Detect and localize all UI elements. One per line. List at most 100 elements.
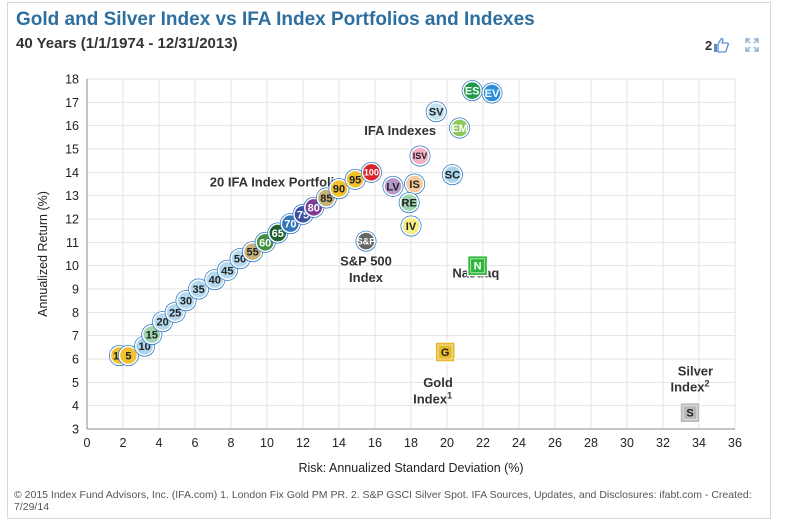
y-tick-label: 14 xyxy=(65,166,79,180)
y-tick-label: 13 xyxy=(65,189,79,203)
data-point-label: 90 xyxy=(333,184,345,196)
x-tick-label: 26 xyxy=(548,436,562,450)
data-point-label: IS xyxy=(409,179,419,191)
x-tick-label: 30 xyxy=(620,436,634,450)
data-point-marker xyxy=(434,341,456,363)
data-point-marker xyxy=(399,192,419,213)
annotation-label: S&P 500 xyxy=(340,254,392,269)
data-point-iv: IV xyxy=(400,215,422,237)
data-point-marker xyxy=(188,279,209,299)
y-tick-label: 5 xyxy=(72,376,79,390)
data-point-label: RE xyxy=(402,198,417,210)
x-tick-label: 12 xyxy=(296,436,310,450)
x-tick-label: 6 xyxy=(192,436,199,450)
x-tick-label: 2 xyxy=(120,436,127,450)
data-point-label: S&P xyxy=(357,236,376,246)
data-point-label: G xyxy=(441,347,450,359)
data-point-marker xyxy=(118,345,139,366)
data-point-marker-inner xyxy=(437,344,453,360)
data-point-label: SC xyxy=(445,170,460,182)
y-tick-label: 6 xyxy=(72,353,79,367)
data-point-marker xyxy=(404,174,425,194)
data-point-label: 45 xyxy=(221,265,233,277)
annotation-label: Silver xyxy=(678,363,713,378)
chart-title: Gold and Silver Index vs IFA Index Portf… xyxy=(16,9,535,30)
y-tick-label: 7 xyxy=(72,329,79,343)
data-point-marker xyxy=(401,216,421,236)
y-tick-label: 10 xyxy=(65,259,79,273)
annotation-label: 20 IFA Index Portfolios xyxy=(210,174,350,189)
data-point-label: 5 xyxy=(125,350,131,362)
data-point-em: EM xyxy=(449,117,471,139)
data-point-ev: EV xyxy=(481,82,503,104)
x-tick-label: 10 xyxy=(260,436,274,450)
footer-note: © 2015 Index Fund Advisors, Inc. (IFA.co… xyxy=(14,489,752,513)
x-tick-label: 32 xyxy=(656,436,670,450)
data-point-marker xyxy=(482,83,502,103)
x-tick-label: 24 xyxy=(512,436,526,450)
data-point-marker-inner xyxy=(470,258,486,274)
like-count: 2 xyxy=(705,37,713,53)
data-point-label: 100 xyxy=(364,168,379,178)
x-tick-label: 4 xyxy=(156,436,163,450)
data-point-label: EM xyxy=(451,123,468,135)
data-point-35: 35 xyxy=(188,278,210,300)
data-point-marker xyxy=(679,401,701,424)
data-point-5: 5 xyxy=(117,345,139,366)
data-point-marker xyxy=(217,260,238,281)
data-point-label: LV xyxy=(386,181,400,193)
data-point-marker xyxy=(329,178,349,199)
data-point-label: 55 xyxy=(246,247,258,259)
y-tick-label: 16 xyxy=(65,119,79,133)
data-point-marker xyxy=(361,162,382,183)
data-point-marker xyxy=(383,176,403,197)
data-point-marker xyxy=(410,146,430,166)
data-point-marker xyxy=(449,118,470,138)
annotation-label: Index2 xyxy=(671,379,710,395)
y-tick-label: 3 xyxy=(72,423,79,437)
data-point-label: 95 xyxy=(349,174,361,186)
expand-icon[interactable] xyxy=(745,38,759,52)
annotation-label: Index1 xyxy=(413,390,452,406)
data-point-label: 20 xyxy=(156,317,168,329)
data-point-label: 85 xyxy=(320,193,332,205)
chart-frame xyxy=(7,2,771,519)
like-control[interactable]: 2 xyxy=(705,37,730,53)
data-point-label: S xyxy=(686,408,693,420)
thumbs-up-icon[interactable] xyxy=(713,37,730,53)
data-point-label: 35 xyxy=(192,284,204,296)
data-point-label: 60 xyxy=(259,237,271,249)
data-point-isv: ISV xyxy=(409,145,431,167)
data-point-s: S xyxy=(679,401,701,424)
data-point-label: 65 xyxy=(272,228,284,240)
data-point-label: 80 xyxy=(308,202,320,214)
data-point-sp: S&P xyxy=(355,230,377,252)
x-tick-label: 18 xyxy=(404,436,418,450)
x-tick-label: 14 xyxy=(332,436,346,450)
data-point-label: 40 xyxy=(209,275,221,287)
data-point-label: ES xyxy=(465,86,480,98)
annotation-label: IFA Indexes xyxy=(364,123,436,138)
data-point-label: ISV xyxy=(413,151,428,161)
data-point-90: 90 xyxy=(328,178,350,200)
data-point-marker xyxy=(442,164,463,185)
data-points: 1F51015202530354045505560657075808590951… xyxy=(108,80,701,424)
data-point-marker xyxy=(466,254,489,277)
data-point-marker xyxy=(356,231,376,251)
data-point-es: ES xyxy=(461,80,483,102)
data-point-label: SV xyxy=(429,107,444,119)
annotations: IFA Indexes 20 IFA Index Portfolios S&P 50… xyxy=(210,123,713,406)
y-tick-label: 12 xyxy=(65,213,79,227)
x-tick-label: 8 xyxy=(228,436,235,450)
x-tick-label: 36 xyxy=(728,436,742,450)
data-point-g: G xyxy=(434,341,456,363)
data-point-label: 15 xyxy=(146,329,158,341)
y-tick-label: 9 xyxy=(72,283,79,297)
x-axis-label: Risk: Annualized Standard Deviation (%) xyxy=(298,461,523,475)
data-point-n: N xyxy=(466,254,489,277)
data-point-re: RE xyxy=(398,192,420,214)
data-point-sv: SV xyxy=(425,101,447,123)
data-point-marker xyxy=(462,80,482,101)
